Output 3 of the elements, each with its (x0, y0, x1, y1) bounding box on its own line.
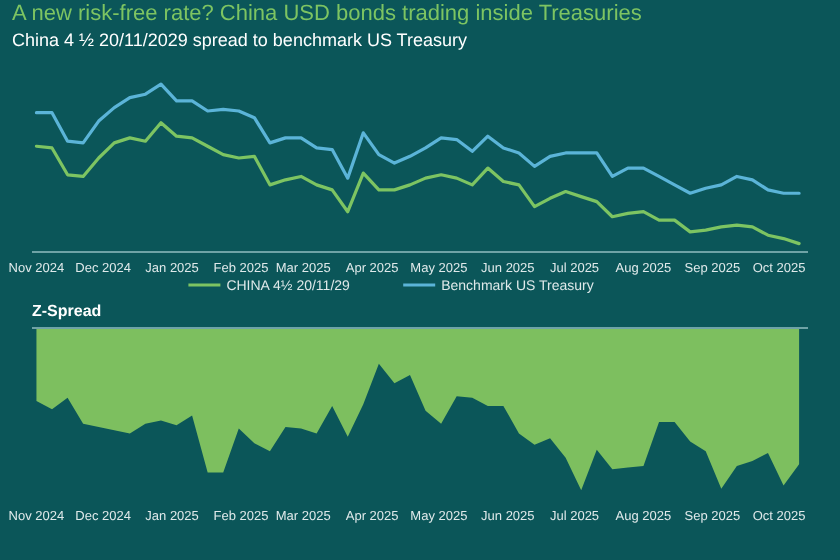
chart-title: A new risk-free rate? China USD bonds trading inside Treasuries (12, 2, 643, 26)
chart-subtitle: China 4 ½ 20/11/2029 spread to benchmark US Treasury (12, 30, 468, 50)
chart-title: Z-Spread (32, 302, 102, 320)
